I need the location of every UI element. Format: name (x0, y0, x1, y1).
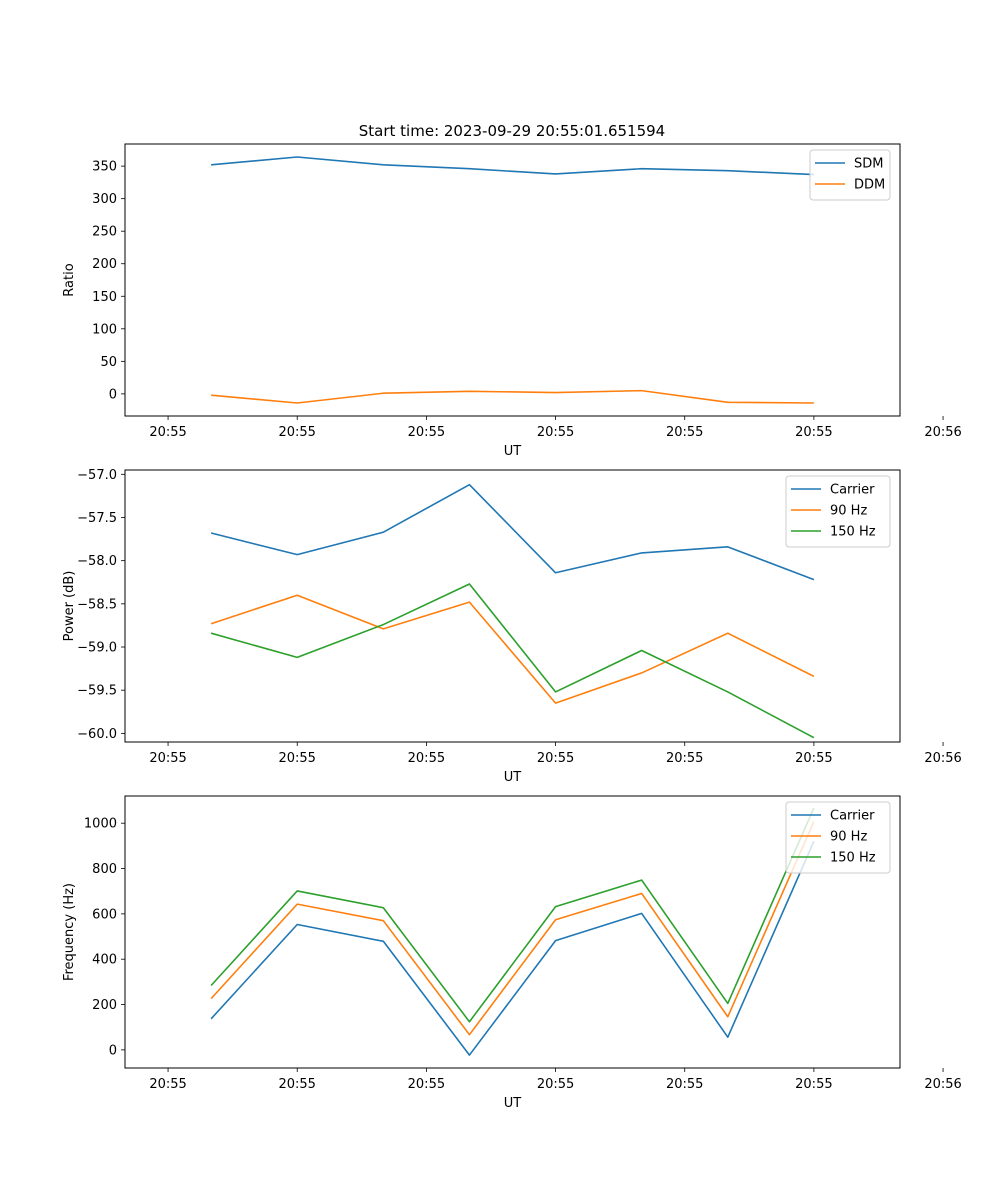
x-axis-label: UT (504, 444, 522, 459)
y-tick-label: 400 (92, 953, 117, 968)
x-tick-label: 20:55 (537, 425, 574, 440)
x-tick-label: 20:55 (666, 1077, 703, 1092)
chart-title: Start time: 2023-09-29 20:55:01.651594 (359, 122, 665, 140)
subplots: 20:55 20:55 20:55 20:55 20:55 20:55 20:56 0 50 10… (62, 143, 962, 1111)
x-tick-label: 20:55 (537, 751, 574, 766)
x-tick-label: 20:55 (666, 751, 703, 766)
y-tick-label: 200 (92, 257, 117, 272)
legend-box (785, 475, 891, 548)
y-tick-label: −59.0 (77, 641, 117, 656)
x-tick-label: 20:55 (278, 425, 315, 440)
y-tick-label: 300 (92, 192, 117, 207)
y-tick-label: 800 (92, 862, 117, 877)
series-line-ddm (211, 389, 814, 404)
y-tick-label: −60.0 (77, 727, 117, 742)
y-tick-label: 150 (92, 290, 117, 305)
x-tick-label: 20:55 (537, 1077, 574, 1092)
x-tick-label: 20:56 (924, 751, 961, 766)
y-axis-label: Power (dB) (62, 571, 77, 642)
x-tick-label: 20:55 (408, 751, 445, 766)
y-axis-label: Frequency (Hz) (62, 883, 77, 981)
x-tick-label: 20:55 (408, 1077, 445, 1092)
legend: Carrier 90 Hz 150 Hz (785, 475, 891, 548)
legend-box (785, 801, 891, 874)
series-line-sdm (211, 156, 814, 176)
y-tick-label: 1000 (84, 817, 117, 832)
legend-label: DDM (854, 178, 885, 193)
y-tick-label: −59.5 (77, 684, 117, 699)
y-tick-label: −58.5 (77, 597, 117, 612)
x-tick-label: 20:55 (795, 1077, 832, 1092)
y-tick-label: −57.0 (77, 468, 117, 483)
y-tick-label: 600 (92, 907, 117, 922)
axes-frame (124, 469, 901, 743)
subplot-2: 20:55 20:55 20:55 20:55 20:55 20:55 20:56 −60.0… (62, 468, 962, 785)
x-tick-label: 20:55 (408, 425, 445, 440)
x-tick-label: 20:55 (149, 751, 186, 766)
legend-label: Carrier (830, 483, 875, 498)
x-axis-label: UT (504, 770, 522, 785)
x-tick-label: 20:55 (149, 1077, 186, 1092)
y-tick-label: −57.5 (77, 511, 117, 526)
axes-frame (124, 795, 901, 1069)
y-axis-label: Ratio (62, 263, 77, 296)
y-tick-label: −58.0 (77, 554, 117, 569)
x-tick-label: 20:55 (278, 751, 315, 766)
y-tick-label: 100 (92, 322, 117, 337)
legend-label: 150 Hz (830, 525, 876, 540)
series-line-90-hz (210, 594, 815, 704)
x-tick-label: 20:56 (924, 1077, 961, 1092)
series-line-150-hz (210, 807, 815, 1023)
series-line-150-hz (210, 583, 815, 739)
legend-label: Carrier (830, 809, 875, 824)
y-tick-label: 250 (92, 225, 117, 240)
legend: SDM DDM (809, 149, 891, 201)
legend-label: SDM (854, 157, 883, 172)
y-tick-label: 50 (100, 355, 117, 370)
y-tick-label: 350 (92, 160, 117, 175)
x-tick-label: 20:55 (278, 1077, 315, 1092)
axes-frame (124, 143, 901, 417)
legend-label: 150 Hz (830, 851, 876, 866)
series-line-carrier (210, 483, 815, 581)
y-tick-label: 0 (109, 1043, 117, 1058)
x-axis-label: UT (504, 1096, 522, 1111)
subplot-1: 20:55 20:55 20:55 20:55 20:55 20:55 20:56 0 50 10… (62, 143, 962, 459)
series-line-90-hz (210, 821, 815, 1036)
x-tick-label: 20:55 (795, 751, 832, 766)
y-tick-label: 0 (109, 387, 117, 402)
legend-label: 90 Hz (830, 504, 867, 519)
legend: Carrier 90 Hz 150 Hz (785, 801, 891, 874)
x-tick-label: 20:55 (666, 425, 703, 440)
x-tick-label: 20:55 (795, 425, 832, 440)
y-tick-label: 200 (92, 998, 117, 1013)
x-tick-label: 20:55 (149, 425, 186, 440)
subplot-3: 20:55 20:55 20:55 20:55 20:55 20:55 20:56 0 200 4… (62, 795, 962, 1111)
series-line-carrier (210, 841, 815, 1056)
x-tick-label: 20:56 (924, 425, 961, 440)
legend-label: 90 Hz (830, 830, 867, 845)
